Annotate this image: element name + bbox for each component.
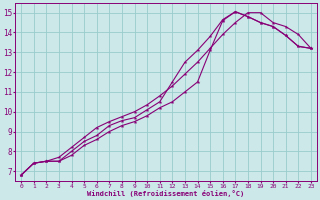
X-axis label: Windchill (Refroidissement éolien,°C): Windchill (Refroidissement éolien,°C) <box>87 190 244 197</box>
